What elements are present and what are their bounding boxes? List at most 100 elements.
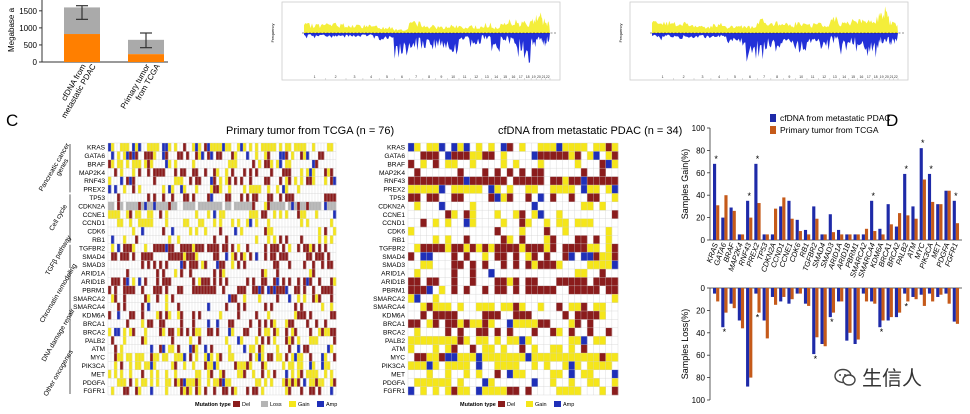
heatmap-cell <box>288 193 292 202</box>
heatmap-cell <box>333 336 337 345</box>
heatmap-cell <box>531 327 539 337</box>
legend-swatch-cfdna <box>770 114 776 122</box>
heatmap-cell <box>506 143 514 152</box>
wechat-icon <box>834 368 856 386</box>
heatmap-cell <box>330 369 334 379</box>
heatmap-cell <box>500 361 508 370</box>
heatmap-cell <box>147 302 151 312</box>
heatmap-cell <box>231 252 235 261</box>
loss-bar-tcga <box>716 288 720 302</box>
heatmap-cell <box>432 185 440 194</box>
heatmap-cell <box>432 218 440 228</box>
heatmap-gene-label: MYC <box>390 355 405 362</box>
heatmap-cell <box>117 193 121 202</box>
heatmap-cell <box>482 336 489 345</box>
heatmap-cell <box>327 252 331 261</box>
heatmap-title-right: cfDNA from metastatic PDAC (n = 34) <box>498 125 682 137</box>
heatmap-cell <box>426 252 434 261</box>
heatmap-cell <box>198 386 202 396</box>
heatmap-cell <box>543 143 551 152</box>
heatmap-cell <box>141 378 145 387</box>
significance-star: * <box>871 191 875 201</box>
heatmap-cell <box>525 243 532 253</box>
heatmap-cell <box>537 143 545 152</box>
heatmap-cell <box>519 176 526 186</box>
heatmap-cell <box>611 176 619 186</box>
heatmap-cell <box>171 252 175 261</box>
heatmap-cell <box>463 185 471 194</box>
heatmap-cell <box>525 353 532 362</box>
gain-bar-tcga <box>724 195 728 240</box>
heatmap-cell <box>531 185 539 194</box>
heatmap-cell <box>210 176 214 186</box>
heatmap-cell <box>587 201 594 211</box>
heatmap-cell <box>593 285 600 295</box>
heatmap-cell <box>408 361 415 370</box>
heatmap-cell <box>611 151 619 160</box>
gain-bar-tcga <box>881 234 885 240</box>
heatmap-cell <box>285 369 289 379</box>
heatmap-cell <box>261 369 265 379</box>
heatmap-cell <box>276 327 280 337</box>
heatmap-cell <box>261 361 265 370</box>
heatmap-cell <box>144 159 148 169</box>
heatmap-cell <box>321 302 325 312</box>
loss-bar-cfdna <box>936 288 940 297</box>
heatmap-cell <box>537 168 545 177</box>
heatmap-cell <box>210 327 214 337</box>
heatmap-cell <box>463 319 471 328</box>
heatmap-cell <box>213 277 217 286</box>
heatmap-cell <box>237 143 241 152</box>
heatmap-cell <box>556 302 563 312</box>
heatmap-cell <box>222 285 226 295</box>
heatmap-cell <box>426 369 434 379</box>
heatmap-cell <box>432 361 440 370</box>
heatmap-cell <box>141 311 145 320</box>
heatmap-cell <box>192 277 196 286</box>
heatmap-cell <box>168 277 172 286</box>
heatmap-cell <box>180 319 184 328</box>
heatmap-cell <box>488 143 495 152</box>
heatmap-cell <box>156 294 160 303</box>
heatmap-cell <box>463 361 471 370</box>
heatmap-cell <box>513 285 520 295</box>
y-tick-label: 500 <box>24 41 38 50</box>
heatmap-gene-label: SMAD4 <box>382 254 405 261</box>
heatmap-cell <box>568 193 576 202</box>
heatmap-cell <box>240 252 244 261</box>
heatmap-cell <box>593 252 600 261</box>
heatmap-cell <box>123 252 127 261</box>
heatmap-cell <box>611 260 619 270</box>
heatmap-cell <box>568 277 576 286</box>
loss-bar-cfdna <box>952 288 956 322</box>
heatmap-cell <box>315 159 319 169</box>
heatmap-cell <box>108 285 112 295</box>
heatmap-cell <box>414 168 421 177</box>
heatmap-cell <box>562 311 569 320</box>
heatmap-cell <box>231 319 235 328</box>
heatmap-cell <box>330 378 334 387</box>
heatmap-cell <box>126 201 130 211</box>
heatmap-cell <box>222 269 226 278</box>
heatmap-cell <box>445 327 452 337</box>
heatmap-cell <box>264 277 268 286</box>
heatmap-cell <box>327 344 331 354</box>
heatmap-cell <box>183 378 187 387</box>
heatmap-cell <box>243 168 247 177</box>
heatmap-cell <box>463 252 471 261</box>
heatmap-cell <box>114 277 118 286</box>
heatmap-cell <box>129 285 133 295</box>
heatmap-cell <box>519 336 526 345</box>
heatmap-cell <box>147 319 151 328</box>
heatmap-cell <box>611 294 619 303</box>
heatmap-cell <box>333 327 337 337</box>
heatmap-cell <box>234 386 238 396</box>
heatmap-cell <box>201 151 205 160</box>
heatmap-cell <box>457 378 464 387</box>
heatmap-cell <box>506 336 514 345</box>
heatmap-gene-label: PREX2 <box>383 187 405 194</box>
heatmap-cell <box>123 378 127 387</box>
heatmap-cell <box>605 227 613 236</box>
significance-star: * <box>921 138 925 148</box>
heatmap-cell <box>225 336 229 345</box>
